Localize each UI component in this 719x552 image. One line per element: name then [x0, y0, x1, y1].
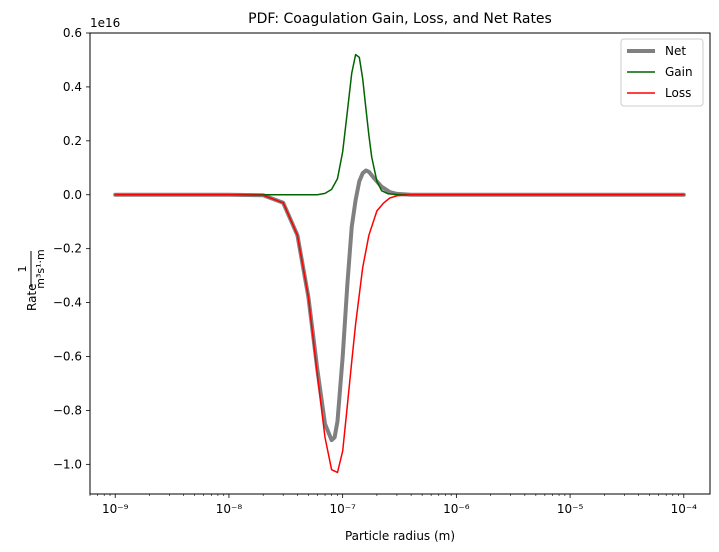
- x-tick-label: 10⁻⁵: [557, 502, 584, 516]
- chart-text: PDF: Coagulation Gain, Loss, and Net Rat…: [16, 11, 552, 543]
- x-tick-label: 10⁻⁷: [329, 502, 356, 516]
- plot-area: [113, 53, 686, 474]
- legend-label-net: Net: [665, 44, 686, 58]
- chart-title: PDF: Coagulation Gain, Loss, and Net Rat…: [248, 11, 552, 27]
- x-tick-label: 10⁻⁴: [671, 502, 698, 516]
- plot-frame: [89, 32, 711, 495]
- y-tick-label: −0.2: [53, 242, 82, 256]
- y-offset-text: 1e16: [90, 16, 120, 30]
- x-axis-title: Particle radius (m): [345, 529, 455, 543]
- y-axis-title-text: Rate: [25, 283, 39, 311]
- y-tick-label: −0.6: [53, 350, 82, 364]
- y-tick-label: −0.4: [53, 296, 82, 310]
- y-tick-label: 0.6: [63, 26, 82, 40]
- legend: Net Gain Loss: [620, 38, 704, 107]
- y-axis-title: Rate 1 m³s¹·m: [16, 249, 47, 311]
- y-tick-label: −1.0: [53, 457, 82, 471]
- axes: 10⁻⁹ 10⁻⁸ 10⁻⁷ 10⁻⁶ 10⁻⁵ 10⁻⁴ 0.6 0.4 0.2 0.0 −0.2…: [53, 26, 711, 516]
- y-axis-unit-numerator: 1: [16, 266, 29, 273]
- y-tick-label: 0.2: [63, 134, 82, 148]
- y-tick-label: 0.4: [63, 80, 82, 94]
- x-tick-label: 10⁻⁹: [102, 502, 129, 516]
- y-axis-unit-denominator: m³s¹·m: [34, 249, 47, 288]
- x-tick-label: 10⁻⁶: [443, 502, 470, 516]
- y-tick-label: 0.0: [63, 188, 82, 202]
- legend-label-gain: Gain: [665, 65, 693, 79]
- legend-label-loss: Loss: [665, 86, 691, 100]
- series-line-loss: [114, 194, 685, 474]
- series-line-net: [113, 168, 686, 443]
- series-line-gain: [114, 53, 685, 196]
- y-tick-label: −0.8: [53, 403, 82, 417]
- x-tick-label: 10⁻⁸: [216, 502, 243, 516]
- legend-box: [620, 38, 704, 107]
